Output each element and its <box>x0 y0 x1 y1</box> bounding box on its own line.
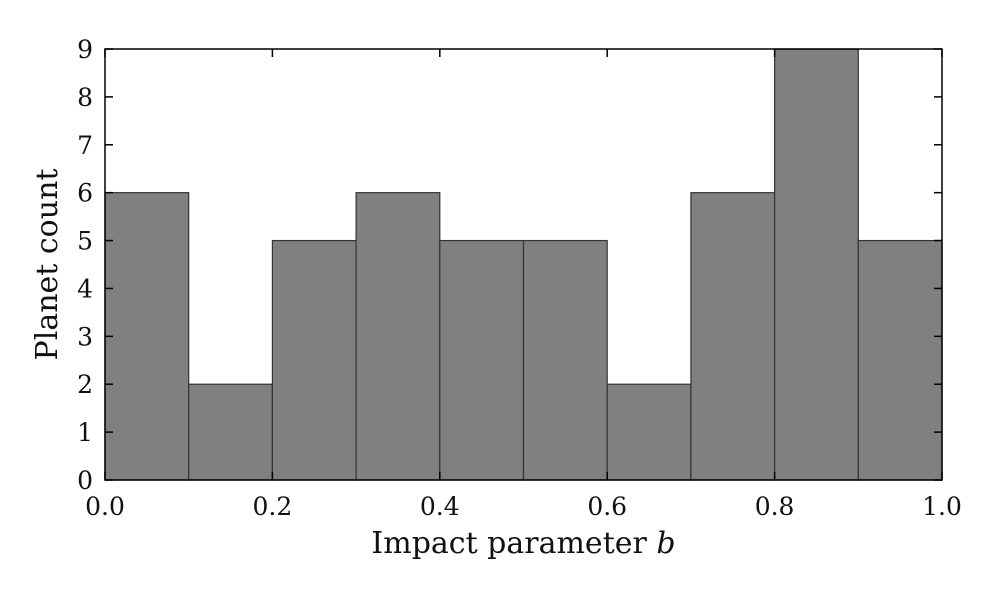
x-axis-title: Impact parameter b <box>371 526 675 561</box>
histogram-bar <box>773 48 859 481</box>
histogram-bar <box>606 383 692 481</box>
x-tick-label: 1.0 <box>922 492 962 521</box>
y-tick-label: 1 <box>77 418 93 447</box>
histogram-bar <box>355 192 441 481</box>
histogram-bar <box>690 192 776 481</box>
y-tick-label: 5 <box>77 227 93 256</box>
x-tick-label: 0.8 <box>755 492 795 521</box>
histogram-bar <box>522 239 608 481</box>
histogram-bar <box>188 383 273 481</box>
histogram-bar <box>271 239 357 481</box>
x-tick-label: 0.4 <box>420 492 460 521</box>
y-tick-label: 9 <box>77 35 93 64</box>
y-tick-label: 6 <box>77 179 93 208</box>
y-tick-label: 4 <box>77 274 93 303</box>
x-tick-label: 0.6 <box>587 492 627 521</box>
x-axis-title-variable: b <box>656 526 675 561</box>
histogram-bar <box>857 239 943 481</box>
y-axis-title: Planet count <box>30 169 65 361</box>
y-tick-label: 2 <box>77 370 93 399</box>
y-tick-label: 8 <box>77 83 93 112</box>
histogram-bar <box>104 192 190 481</box>
y-tick-label: 3 <box>77 322 93 351</box>
plot-frame <box>104 48 943 481</box>
x-tick-label: 0.2 <box>253 492 293 521</box>
y-tick-label: 0 <box>77 466 93 495</box>
x-tick-label: 0.0 <box>85 492 125 521</box>
y-tick-label: 7 <box>77 131 93 160</box>
histogram-bar <box>439 239 525 481</box>
tick-labels-group: 0.0 0.2 0.4 0.6 0.8 1.0 0 1 2 3 4 5 6 7 8 9 <box>77 35 962 521</box>
ticks-group <box>104 48 943 481</box>
bars-group <box>104 48 943 481</box>
x-axis-title-text: Impact parameter <box>371 526 647 561</box>
